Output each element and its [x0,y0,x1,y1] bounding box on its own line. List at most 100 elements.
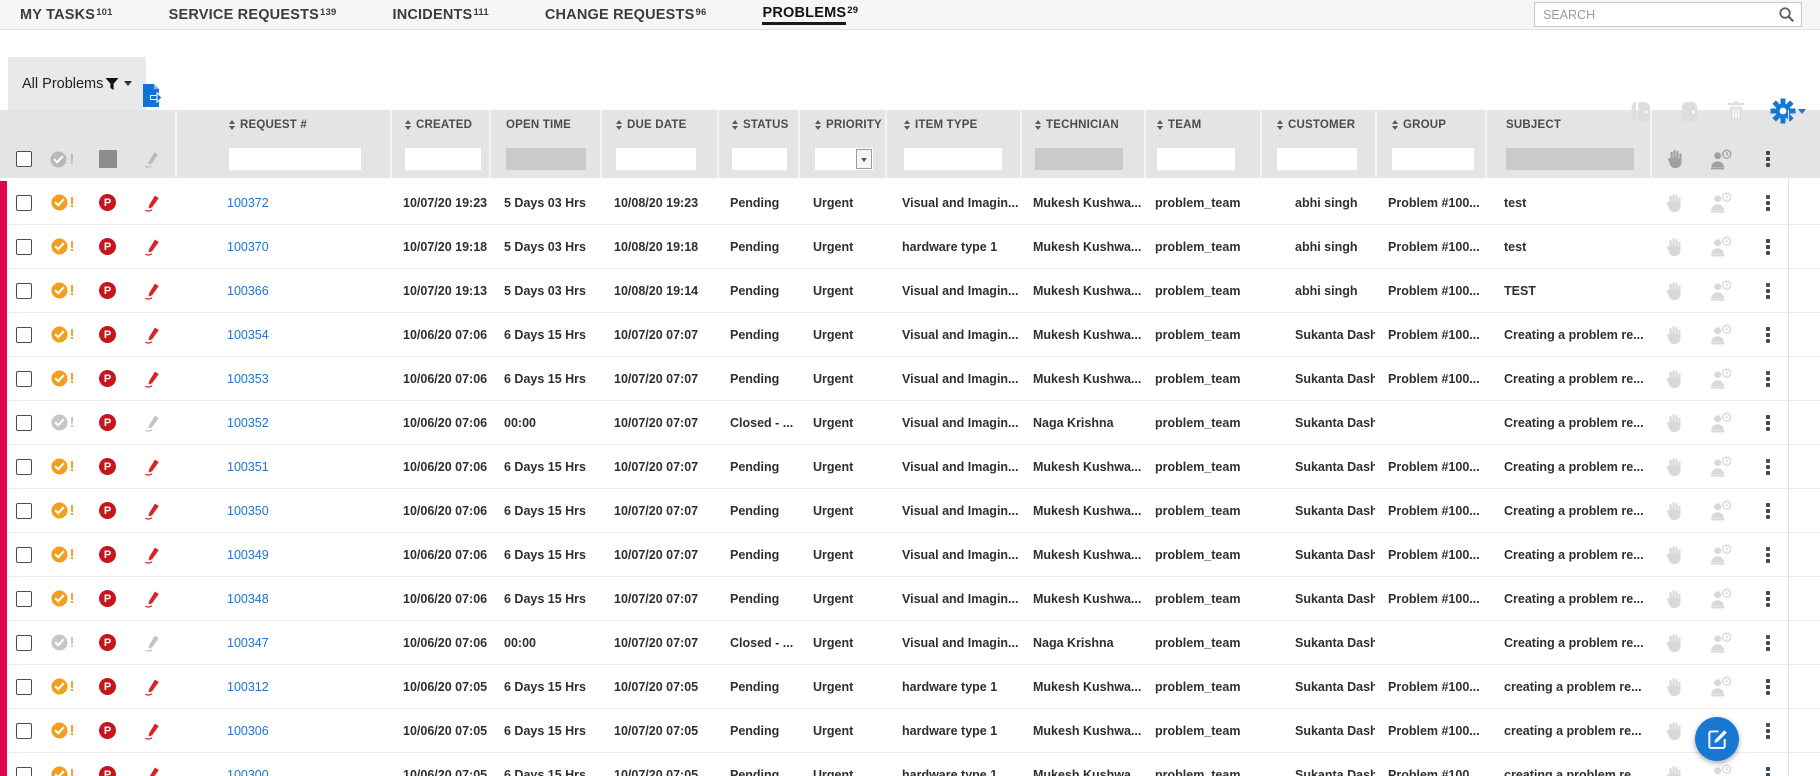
row-checkbox[interactable] [16,678,32,695]
request-link[interactable]: 100354 [227,327,269,342]
due-date-cell: 10/07/20 07:07 [614,591,699,606]
tab-change-requests[interactable]: CHANGE REQUESTS 96 [544,6,707,23]
created-cell: 10/06/20 07:05 [403,723,488,738]
sort-icon[interactable] [815,120,821,130]
select-all-checkbox[interactable] [16,151,32,167]
tab-problems[interactable]: PROBLEMS 29 [762,5,858,25]
trash-icon[interactable] [1724,99,1748,123]
sort-icon[interactable] [1392,120,1398,130]
request-link[interactable]: 100352 [227,415,269,430]
row-checkbox[interactable] [16,766,32,776]
request-link[interactable]: 100350 [227,503,269,518]
row-checkbox[interactable] [16,458,32,475]
request-link[interactable]: 100353 [227,371,269,386]
door-closed-icon[interactable] [1677,99,1702,124]
row-menu-icon[interactable] [1765,501,1770,521]
export-icon[interactable] [138,82,165,112]
search-icon[interactable] [1778,6,1795,23]
hand-icon [1662,412,1684,434]
open-time-cell: 6 Days 15 Hrs [504,591,587,606]
col-header-request: REQUEST # [175,110,390,140]
column-menu-icon[interactable] [1765,149,1770,169]
row-checkbox[interactable] [16,722,32,739]
tab-my-tasks[interactable]: MY TASKS 101 [20,6,113,23]
request-link[interactable]: 100306 [227,723,269,738]
status-check-icon: ! [50,194,75,211]
sort-icon[interactable] [229,120,235,130]
sort-icon[interactable] [1277,120,1283,130]
list-toolbar: All Problems [0,30,1820,124]
request-link[interactable]: 100349 [227,547,269,562]
status-filter-input[interactable] [732,148,787,170]
table-row: ! P 100354 10/06/20 07:06 6 Days 15 Hrs … [0,313,1820,357]
new-problem-button[interactable] [1695,717,1739,761]
row-checkbox[interactable] [16,634,32,651]
gear-icon[interactable] [1770,98,1796,124]
row-checkbox[interactable] [16,282,32,299]
open-time-cell: 6 Days 15 Hrs [504,459,587,474]
created-filter-input[interactable] [405,148,481,170]
sort-icon[interactable] [1157,120,1163,130]
sort-icon[interactable] [616,120,622,130]
request-link[interactable]: 100312 [227,679,269,694]
sort-icon[interactable] [904,120,910,130]
request-link[interactable]: 100370 [227,239,269,254]
row-checkbox[interactable] [16,414,32,431]
due-date-filter-input[interactable] [616,148,696,170]
request-link[interactable]: 100366 [227,283,269,298]
request-filter-input[interactable] [229,148,361,170]
request-link[interactable]: 100348 [227,591,269,606]
select-arrow-icon[interactable] [856,149,872,169]
due-date-cell: 10/08/20 19:14 [614,283,699,298]
row-menu-icon[interactable] [1765,457,1770,477]
view-selector[interactable]: All Problems [8,57,147,110]
request-link[interactable]: 100372 [227,195,269,210]
tab-incidents[interactable]: INCIDENTS 111 [392,6,489,23]
row-menu-icon[interactable] [1765,281,1770,301]
row-menu-icon[interactable] [1765,589,1770,609]
sort-icon[interactable] [1035,120,1041,130]
status-check-icon: ! [50,634,75,651]
row-menu-icon[interactable] [1765,193,1770,213]
request-link[interactable]: 100300 [227,767,269,776]
row-checkbox[interactable] [16,238,32,255]
row-menu-icon[interactable] [1765,633,1770,653]
row-checkbox[interactable] [16,590,32,607]
created-cell: 10/06/20 07:06 [403,591,488,606]
status-check-icon: ! [50,766,75,776]
row-menu-icon[interactable] [1765,721,1770,741]
group-filter-input[interactable] [1392,148,1474,170]
priority-filter-select[interactable] [815,148,873,170]
selection-strip [0,181,7,776]
sort-icon[interactable] [405,120,411,130]
row-menu-icon[interactable] [1765,765,1770,776]
row-checkbox[interactable] [16,502,32,519]
row-checkbox[interactable] [16,194,32,211]
search-input[interactable] [1535,7,1778,22]
row-menu-icon[interactable] [1765,677,1770,697]
row-menu-icon[interactable] [1765,545,1770,565]
escalate-door-open-icon[interactable] [1628,99,1655,124]
row-menu-icon[interactable] [1765,237,1770,257]
row-checkbox[interactable] [16,546,32,563]
request-link[interactable]: 100347 [227,635,269,650]
item-type-cell: hardware type 1 [902,767,998,776]
item-type-cell: Visual and Imagin... [902,415,1019,430]
open-time-cell: 6 Days 15 Hrs [504,371,587,386]
team-filter-input[interactable] [1157,148,1235,170]
assign-user-icon [1708,631,1733,654]
sort-icon[interactable] [732,120,738,130]
tab-service-requests[interactable]: SERVICE REQUESTS 139 [168,6,337,23]
item-type-filter-input[interactable] [904,148,1002,170]
row-checkbox[interactable] [16,370,32,387]
row-menu-icon[interactable] [1765,325,1770,345]
customer-filter-input[interactable] [1277,148,1357,170]
row-menu-icon[interactable] [1765,413,1770,433]
row-checkbox[interactable] [16,326,32,343]
chevron-down-icon[interactable] [1798,108,1806,114]
row-menu-icon[interactable] [1765,369,1770,389]
open-time-cell: 00:00 [504,635,536,650]
created-cell: 10/06/20 07:06 [403,415,488,430]
hand-icon [1662,588,1684,610]
request-link[interactable]: 100351 [227,459,269,474]
